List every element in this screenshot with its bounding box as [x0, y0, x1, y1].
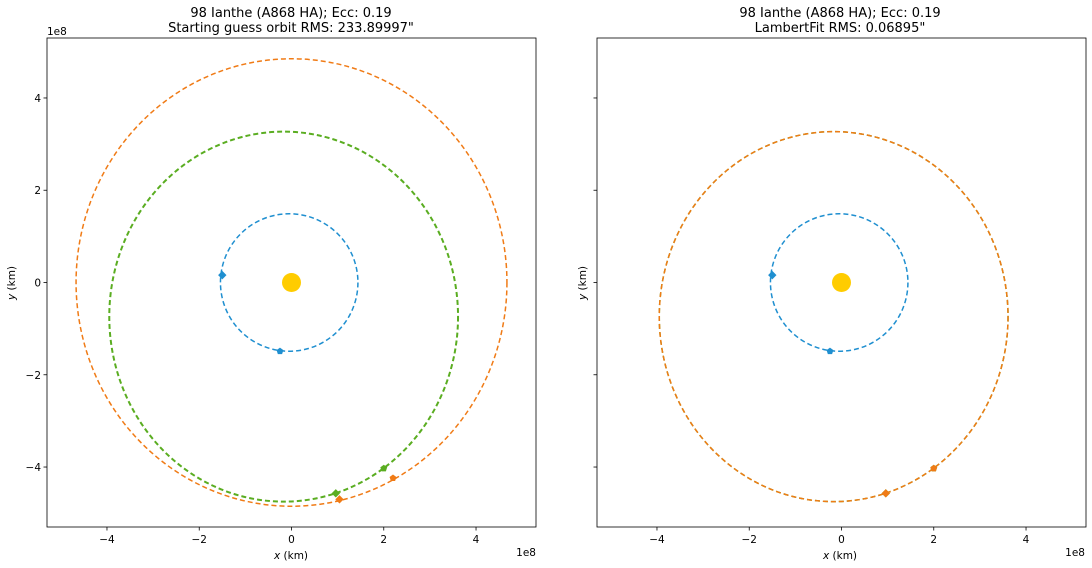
left-point-marker-1	[276, 347, 284, 355]
left-x-axis-label: x (km)	[273, 550, 308, 562]
right-chart-title-line2: LambertFit RMS: 0.06895"	[755, 21, 926, 36]
left-y-tick-label: −4	[26, 462, 42, 474]
left-point-marker-5	[389, 474, 397, 482]
left-x-tick-label: −2	[191, 534, 206, 546]
left-chart-title-line2: Starting guess orbit RMS: 233.89997"	[168, 21, 414, 36]
right-orbit-0	[769, 213, 909, 352]
left-y-axis-label: y (km)	[6, 266, 18, 301]
right-point-marker-0	[768, 270, 777, 280]
left-orbit-1	[108, 130, 460, 503]
right-sun-marker	[832, 273, 851, 292]
right-orbit-plot: 98 Ianthe (A868 HA); Ecc: 0.19 LambertFi…	[577, 6, 1087, 562]
left-y-exponent-label: 1e8	[47, 26, 67, 38]
right-x-tick-label: 2	[930, 534, 937, 546]
left-chart-title-line1: 98 Ianthe (A868 HA); Ecc: 0.19	[190, 6, 391, 21]
left-x-tick-label: 2	[380, 534, 387, 546]
right-x-axis-label: x (km)	[822, 550, 857, 562]
left-x-tick-label: −4	[99, 534, 115, 546]
left-point-marker-2	[331, 489, 340, 498]
right-x-tick-label: −4	[649, 534, 665, 546]
left-x-tick-label: 4	[473, 534, 480, 546]
left-x-exponent-label: 1e8	[516, 547, 536, 559]
right-y-axis-label: y (km)	[577, 266, 589, 301]
left-orbit-0	[219, 213, 359, 352]
right-point-marker-4	[881, 489, 890, 498]
left-point-marker-0	[218, 270, 227, 280]
left-point-marker-3	[380, 464, 388, 472]
right-point-marker-5	[930, 464, 938, 472]
left-y-tick-label: 4	[34, 93, 41, 105]
right-x-tick-label: −2	[741, 534, 756, 546]
right-x-tick-label: 4	[1023, 534, 1030, 546]
right-chart-title-line1: 98 Ianthe (A868 HA); Ecc: 0.19	[739, 6, 940, 21]
left-y-tick-label: 0	[34, 278, 41, 290]
left-y-tick-label: 2	[34, 185, 41, 197]
left-orbit-2	[75, 58, 508, 507]
left-x-tick-label: 0	[288, 534, 295, 546]
right-point-marker-1	[826, 347, 834, 355]
right-x-exponent-label: 1e8	[1065, 547, 1085, 559]
left-orbit-plot: 98 Ianthe (A868 HA); Ecc: 0.19 Starting …	[6, 6, 537, 562]
left-y-tick-label: −2	[26, 370, 41, 382]
left-point-marker-4	[335, 495, 344, 504]
right-x-tick-label: 0	[838, 534, 845, 546]
right-orbit-2	[658, 130, 1009, 503]
left-sun-marker	[282, 273, 301, 292]
